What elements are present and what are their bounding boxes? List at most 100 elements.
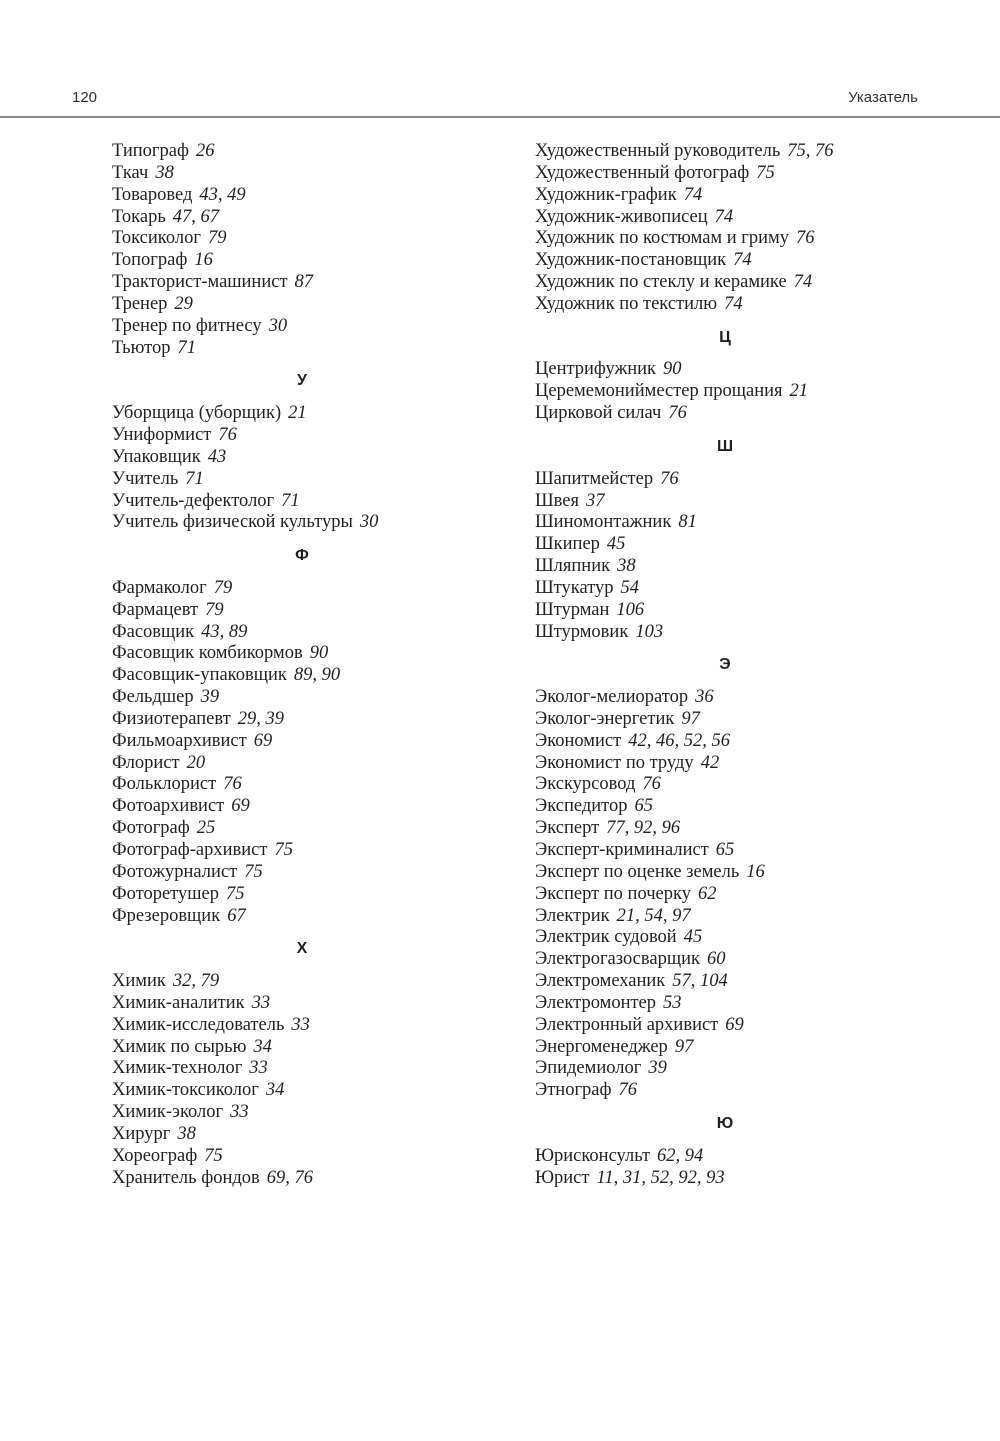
index-entry: Фармаколог 79: [112, 578, 532, 600]
entry-term: Фотожурналист: [112, 861, 238, 882]
entry-term: Церемемонийместер прощания: [535, 381, 783, 402]
entry-pages: 38: [177, 1123, 196, 1144]
entry-term: Электромеханик: [535, 971, 666, 992]
index-entry: Экономист 42, 46, 52, 56: [535, 731, 955, 753]
entry-term: Фотоархивист: [112, 796, 225, 817]
entry-term: Цирковой силач: [535, 403, 662, 424]
letter-heading: Ш: [716, 437, 734, 455]
entry-pages: 32, 79: [172, 971, 220, 992]
index-entry: Эколог-мелиоратор 36: [535, 687, 955, 709]
index-column-left: Типограф 26 Ткач 38 Товаровед 43, 49 Токарь 47,…: [112, 141, 532, 1190]
entry-pages: 30: [359, 512, 379, 533]
entry-term: Фотограф: [112, 818, 190, 839]
entry-term: Центрифужник: [535, 359, 657, 380]
entry-term: Физиотерапевт: [112, 708, 231, 729]
index-entry: Фасовщик комбикормов 90: [112, 643, 532, 665]
entry-pages: 62: [697, 883, 717, 904]
entry-pages: 33: [251, 992, 271, 1013]
index-entry: Художник по костюмам и гриму 76: [535, 228, 955, 250]
entry-pages: 90: [309, 643, 329, 664]
entry-term: Тренер по фитнесу: [112, 315, 262, 336]
index-entry: Эксперт-криминалист 65: [535, 840, 955, 862]
entry-pages: 53: [663, 992, 682, 1013]
index-entry: Уборщица (уборщик) 21: [112, 403, 532, 425]
entry-pages: 37: [586, 490, 605, 511]
index-entry: Фольклорист 76: [112, 774, 532, 796]
entry-term: Химик по сырью: [112, 1036, 247, 1057]
entry-term: Эксперт по оценке земель: [535, 861, 740, 882]
index-entry: Хореограф 75: [112, 1146, 532, 1168]
entry-pages: 57, 104: [672, 971, 728, 992]
entry-term: Художественный руководитель: [535, 141, 781, 161]
index-entry: Швея 37: [535, 491, 955, 513]
index-entry: Ткач 38: [112, 163, 532, 185]
entry-pages: 20: [186, 752, 206, 773]
entry-term: Токсиколог: [112, 228, 201, 249]
index-entry: Экскурсовод 76: [535, 774, 955, 796]
entry-pages: 74: [683, 184, 703, 205]
entry-pages: 69: [253, 730, 273, 751]
entry-pages: 34: [253, 1036, 272, 1057]
entry-term: Тренер: [112, 293, 168, 314]
entry-term: Товаровед: [112, 184, 193, 205]
index-entry: Электромеханик 57, 104: [535, 971, 955, 993]
entry-term: Художник по текстилю: [535, 293, 718, 314]
entry-pages: 16: [746, 861, 765, 882]
entry-pages: 38: [155, 162, 174, 183]
entry-pages: 76: [642, 774, 661, 795]
entry-pages: 69: [231, 796, 250, 817]
index-entry: Токарь 47, 67: [112, 207, 532, 229]
index-entry: Шляпник 38: [535, 556, 955, 578]
entry-pages: 16: [194, 250, 213, 271]
entry-term: Эколог-энергетик: [535, 708, 675, 729]
entry-term: Электрик: [535, 905, 610, 926]
index-entry: Электрогазосварщик 60: [535, 949, 955, 971]
entry-pages: 90: [663, 359, 682, 380]
entry-pages: 29, 39: [237, 708, 284, 729]
entry-pages: 76: [795, 228, 815, 249]
entry-pages: 21, 54, 97: [616, 905, 691, 926]
entry-term: Хореограф: [112, 1145, 198, 1166]
entry-term: Химик-эколог: [112, 1102, 224, 1123]
entry-term: Учитель физической культуры: [112, 512, 353, 533]
index-entry: Энергоменеджер 97: [535, 1037, 955, 1059]
entry-term: Химик-технолог: [112, 1058, 243, 1079]
entry-term: Электрогазосварщик: [535, 949, 700, 970]
page-number: 120: [72, 89, 98, 106]
index-entry: Хирург 38: [112, 1124, 532, 1146]
index-entry: Фотожурналист 75: [112, 862, 532, 884]
letter-heading: Ф: [295, 547, 309, 565]
index-entry: Художник-постановщик 74: [535, 250, 955, 272]
entry-pages: 29: [174, 293, 193, 314]
index-entry: Тракторист-машинист 87: [112, 272, 532, 294]
entry-pages: 36: [695, 687, 714, 708]
index-entry: Топограф 16: [112, 250, 532, 272]
index-entry: Типограф 26: [112, 141, 532, 163]
index-entry: Эксперт 77, 92, 96: [535, 818, 955, 840]
entry-term: Токарь: [112, 206, 166, 227]
entry-pages: 71: [177, 337, 197, 358]
entry-pages: 71: [185, 468, 204, 489]
entry-term: Фармаколог: [112, 577, 207, 598]
index-entry: Химик-технолог 33: [112, 1058, 532, 1080]
entry-pages: 67: [227, 905, 246, 926]
index-entry: Шкипер 45: [535, 534, 955, 556]
letter-heading: У: [297, 372, 307, 390]
entry-term: Фотограф-архивист: [112, 840, 268, 860]
index-entry: Церемемонийместер прощания 21: [535, 381, 955, 403]
entry-term: Художник-постановщик: [535, 250, 727, 271]
entry-pages: 21: [288, 403, 307, 424]
entry-term: Эпидемиолог: [535, 1058, 642, 1079]
index-entry: Химик 32, 79: [112, 971, 532, 993]
entry-pages: 75: [225, 883, 245, 904]
entry-pages: 45: [683, 927, 703, 948]
entry-term: Юрист: [535, 1167, 590, 1188]
index-entry: Химик-токсиколог 34: [112, 1080, 532, 1102]
index-entry: Фрезеровщик 67: [112, 906, 532, 928]
entry-term: Эксперт: [535, 818, 600, 839]
entry-pages: 89, 90: [293, 665, 341, 686]
index-entry: Фотоархивист 69: [112, 796, 532, 818]
entry-term: Художник по стеклу и керамике: [535, 272, 787, 293]
entry-pages: 54: [620, 577, 640, 598]
entry-pages: 106: [616, 599, 645, 620]
